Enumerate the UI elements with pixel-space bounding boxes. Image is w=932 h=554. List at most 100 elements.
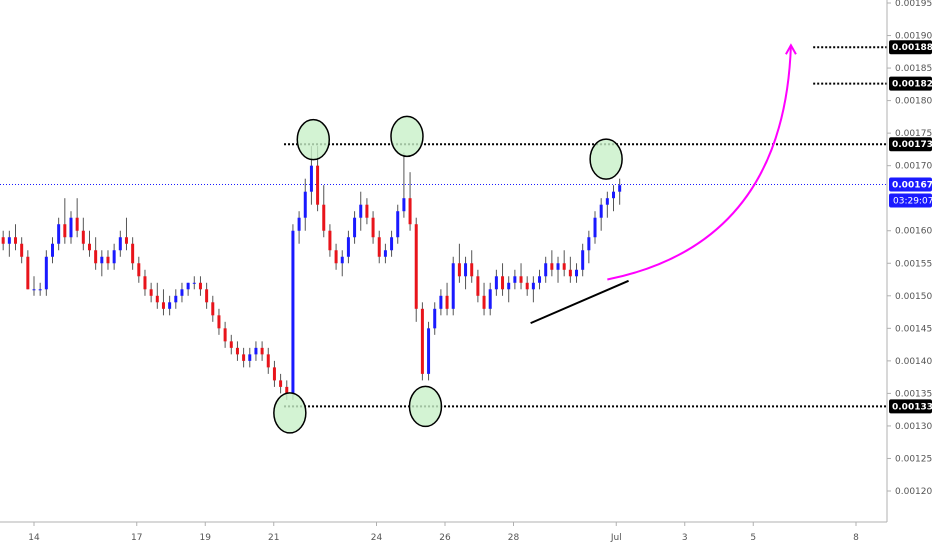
candle-up [297, 217, 301, 231]
level-tag-label: 0.001826 [892, 80, 932, 90]
candle-down [137, 263, 141, 277]
projection-arrowhead [785, 43, 797, 55]
candle-down [217, 315, 221, 329]
candle-up [494, 276, 498, 290]
candle-down [279, 380, 283, 387]
candle-down [124, 237, 128, 244]
candle-up [7, 237, 11, 244]
candle-down [272, 367, 276, 381]
candle-down [1, 237, 5, 244]
candle-down [457, 263, 461, 277]
candle-up [513, 276, 517, 283]
candle-down [482, 295, 486, 309]
candle-up [538, 276, 542, 283]
candle-down [229, 341, 233, 348]
candle-up [100, 256, 104, 264]
candle-up [180, 289, 184, 296]
candle-down [223, 328, 227, 342]
countdown-label: 03:29:07 [893, 197, 932, 207]
candle-down [81, 230, 85, 244]
candle-up [451, 263, 455, 309]
highlight-circle [390, 115, 424, 158]
x-tick-label: 24 [371, 533, 383, 543]
candle-down [285, 386, 289, 394]
candle-up [427, 328, 431, 374]
level-tag [889, 40, 932, 55]
candle-up [581, 250, 585, 270]
candle-down [328, 230, 332, 251]
candle-up [44, 256, 48, 290]
candle-up [587, 237, 591, 251]
candle-up [612, 191, 616, 199]
candle-up [599, 204, 603, 218]
candle-down [501, 276, 505, 290]
candle-up [254, 347, 258, 355]
candle-up [618, 185, 622, 192]
candle-up [186, 282, 190, 290]
candle-down [550, 263, 554, 270]
x-tick-label: 5 [750, 533, 756, 543]
candle-up [531, 282, 535, 290]
candle-down [161, 302, 165, 309]
candle-down [408, 198, 412, 225]
highlight-circle [296, 118, 331, 161]
candle-up [433, 308, 437, 329]
candle-up [168, 302, 172, 309]
candle-down [322, 204, 326, 231]
candle-down [235, 347, 239, 355]
level-tag [889, 76, 932, 91]
highlight-circle [589, 138, 623, 180]
candle-down [562, 263, 566, 270]
candle-up [346, 237, 350, 257]
candle-up [192, 282, 196, 284]
candle-down [414, 224, 418, 309]
candle-up [593, 217, 597, 238]
candle-down [568, 269, 572, 277]
candle-down [470, 263, 474, 277]
level-tag-label: 0.001882 [892, 43, 932, 53]
candle-up [291, 230, 295, 394]
candle-up [575, 269, 579, 277]
candle-up [605, 198, 609, 205]
candle-down [266, 354, 270, 368]
candle-up [32, 289, 36, 291]
candle-up [112, 250, 116, 264]
level-tag [889, 399, 932, 414]
candle-down [519, 276, 523, 283]
candle-up [359, 204, 363, 218]
x-tick-label: 19 [200, 533, 212, 543]
candle-up [488, 289, 492, 309]
candle-down [149, 289, 153, 296]
candle-up [118, 237, 122, 251]
x-tick-label: 3 [682, 533, 688, 543]
candle-up [402, 198, 406, 212]
candle-up [57, 224, 61, 244]
candle-down [198, 282, 202, 290]
candle-down [445, 295, 449, 309]
level-tag-label: 0.001733 [892, 140, 932, 150]
candle-up [50, 243, 54, 257]
candle-up [38, 289, 42, 291]
y-tick-label: 0.001200 [895, 487, 932, 497]
candle-down [316, 165, 320, 205]
countdown-tag [889, 193, 932, 208]
x-tick-label: 21 [268, 533, 279, 543]
candle-up [439, 295, 443, 309]
candle-down [75, 217, 79, 231]
current-price-tag [889, 177, 932, 192]
candle-down [143, 276, 147, 290]
candle-up [174, 295, 178, 303]
candle-down [334, 250, 338, 264]
projection-arrow [607, 45, 792, 281]
